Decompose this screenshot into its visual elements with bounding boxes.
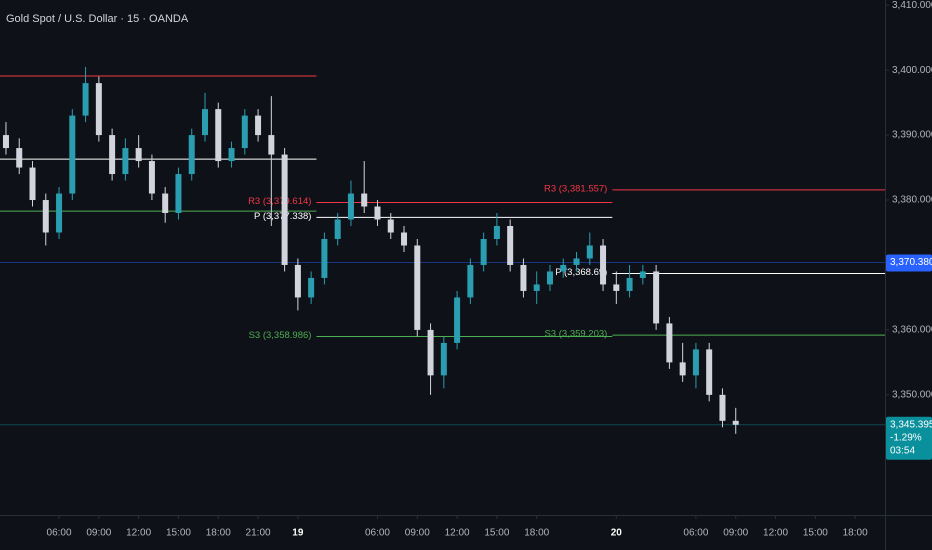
candle-body xyxy=(414,245,421,330)
x-tick-label: 12:00 xyxy=(763,528,788,539)
candle-body xyxy=(228,148,235,162)
x-tick-label: 06:00 xyxy=(365,528,390,539)
candle-body xyxy=(347,193,354,220)
x-tick-label: 12:00 xyxy=(445,528,470,539)
candle-body xyxy=(16,148,23,168)
pivot-label: R3 (3,381.557) xyxy=(544,183,607,194)
candle-body xyxy=(626,277,633,291)
candle-body xyxy=(600,245,607,285)
candle-body xyxy=(401,232,408,246)
y-tick-label: 3,410.000 xyxy=(892,0,932,11)
candle-body xyxy=(135,148,142,162)
candle-body xyxy=(188,135,195,175)
y-tick-label: 3,400.000 xyxy=(892,65,932,76)
x-tick-label: 15:00 xyxy=(166,528,191,539)
x-tick-label: 20 xyxy=(611,528,623,539)
price-badge-text: 3,370.380 xyxy=(890,257,932,268)
y-tick-label: 3,360.000 xyxy=(892,325,932,336)
candle-body xyxy=(520,264,527,291)
x-tick-label: 19 xyxy=(292,528,304,539)
y-tick-label: 3,380.000 xyxy=(892,195,932,206)
candle-body xyxy=(573,258,580,265)
candle-body xyxy=(454,297,461,343)
pivot-label: S3 (3,358.986) xyxy=(249,330,312,341)
candle-body xyxy=(719,394,726,421)
candle-body xyxy=(440,342,447,376)
price-badge-text: -1.29% xyxy=(890,432,922,443)
candle-body xyxy=(546,271,553,285)
candle-body xyxy=(162,193,169,214)
candle-body xyxy=(613,284,620,291)
price-badge xyxy=(886,416,932,460)
pivot-label: S3 (3,359.203) xyxy=(544,329,607,340)
candle-body xyxy=(692,349,699,376)
candle-body xyxy=(560,264,567,272)
candle-body xyxy=(467,264,474,298)
candle-body xyxy=(533,284,540,291)
candle-body xyxy=(241,115,248,149)
candle-body xyxy=(374,206,381,220)
x-tick-label: 18:00 xyxy=(843,528,868,539)
candle-body xyxy=(308,277,315,298)
candle-body xyxy=(281,154,288,265)
candle-body xyxy=(653,271,660,324)
pivot-label: R3 (3,379.614) xyxy=(248,196,311,207)
candle-body xyxy=(507,226,514,265)
candle-body xyxy=(175,174,182,214)
candle-body xyxy=(29,167,36,201)
x-tick-label: 09:00 xyxy=(86,528,111,539)
x-tick-label: 06:00 xyxy=(47,528,72,539)
pivot-label: P (3,368.69) xyxy=(555,267,607,278)
x-tick-label: 15:00 xyxy=(484,528,509,539)
candle-body xyxy=(268,135,275,155)
candle-body xyxy=(109,135,116,175)
candle-body xyxy=(56,193,63,233)
candle-body xyxy=(321,238,328,278)
candle-body xyxy=(666,323,673,363)
candle-body xyxy=(215,109,222,162)
chart-title: Gold Spot / U.S. Dollar · 15 · OANDA xyxy=(6,13,189,25)
candle-body xyxy=(42,200,49,233)
price-badge-text: 03:54 xyxy=(890,445,915,456)
candle-body xyxy=(122,148,129,175)
candle-body xyxy=(294,264,301,298)
x-tick-label: 12:00 xyxy=(126,528,151,539)
candle-body xyxy=(639,271,646,278)
x-tick-label: 09:00 xyxy=(723,528,748,539)
candle-body xyxy=(334,219,341,239)
x-tick-label: 18:00 xyxy=(206,528,231,539)
candle-body xyxy=(2,135,9,149)
candle-body xyxy=(679,362,686,376)
candle-body xyxy=(732,420,739,425)
candle-body xyxy=(201,109,208,136)
candle-body xyxy=(148,161,155,194)
x-tick-label: 06:00 xyxy=(683,528,708,539)
x-tick-label: 15:00 xyxy=(803,528,828,539)
candle-body xyxy=(493,226,500,239)
x-tick-label: 09:00 xyxy=(405,528,430,539)
candle-body xyxy=(255,115,262,136)
y-tick-label: 3,390.000 xyxy=(892,130,932,141)
x-tick-label: 21:00 xyxy=(246,528,271,539)
y-tick-label: 3,350.000 xyxy=(892,389,932,400)
candle-body xyxy=(95,83,102,136)
price-badge-text: 3,345.395 xyxy=(890,419,932,430)
candle-body xyxy=(586,245,593,259)
candle-body xyxy=(706,349,713,395)
candle-body xyxy=(427,329,434,376)
candle-body xyxy=(69,115,76,194)
candle-body xyxy=(82,83,89,116)
candle-body xyxy=(361,193,368,207)
x-tick-label: 18:00 xyxy=(524,528,549,539)
price-badge xyxy=(886,254,932,272)
candle-body xyxy=(480,238,487,265)
candle-body xyxy=(387,219,394,233)
